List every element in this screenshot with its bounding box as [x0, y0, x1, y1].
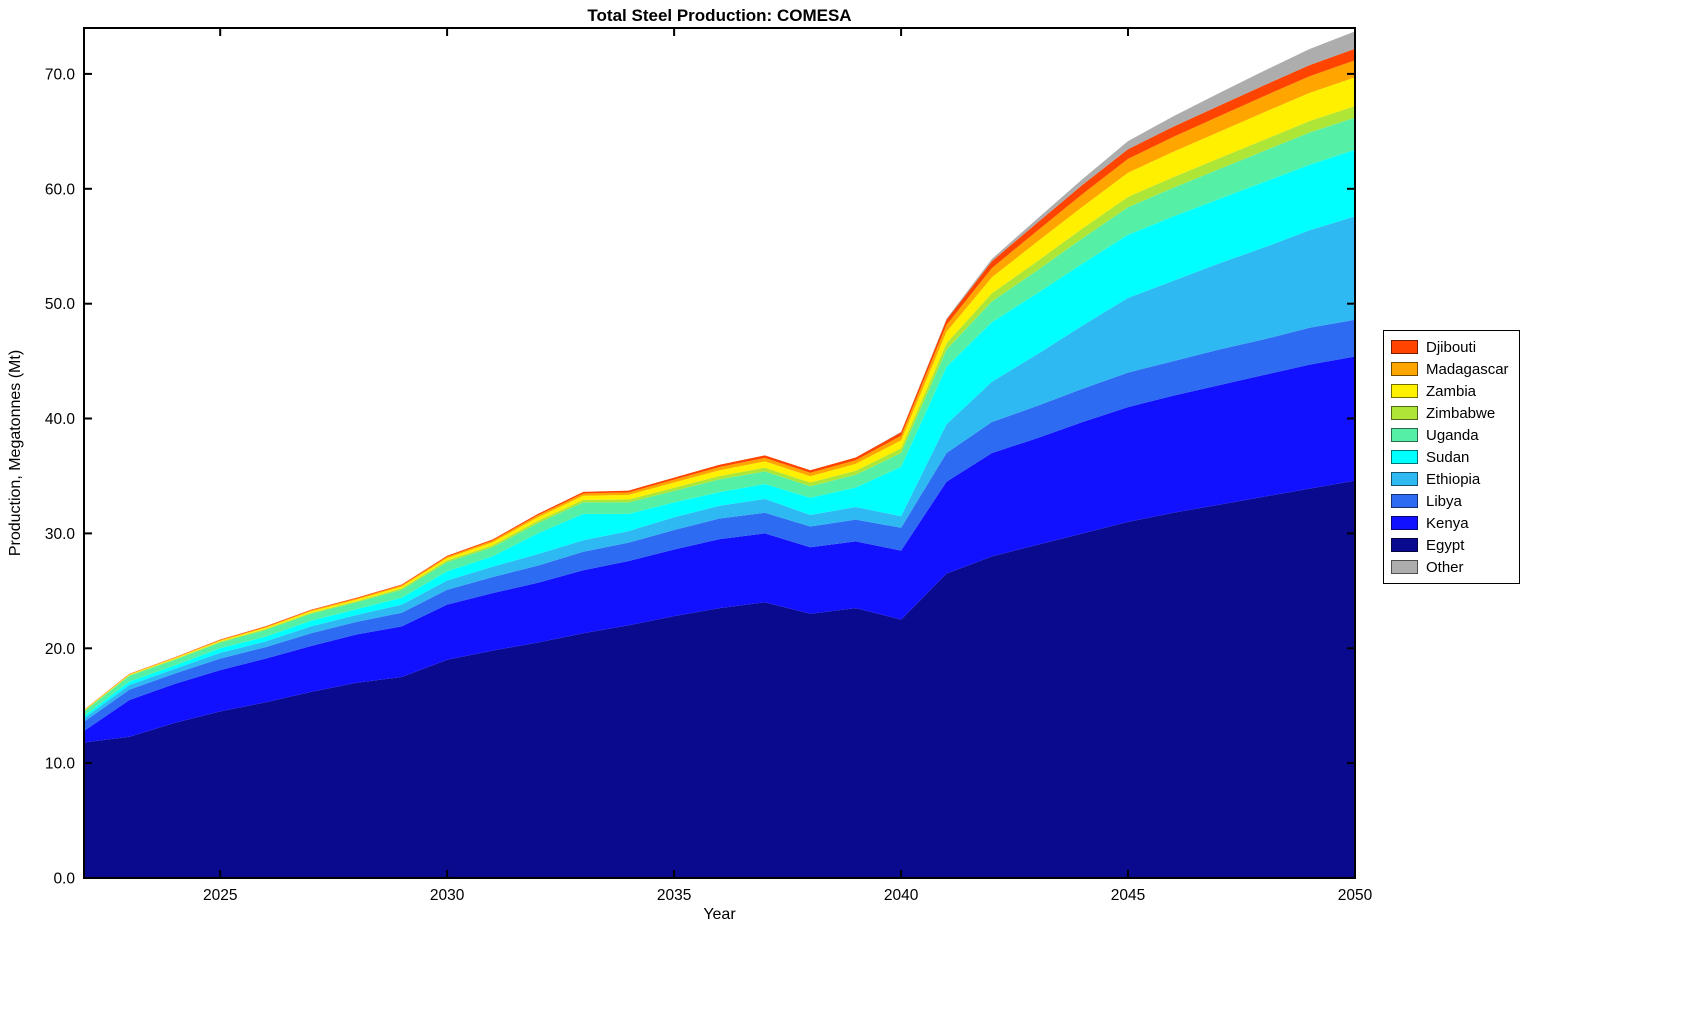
- legend-item-zimbabwe: Zimbabwe: [1391, 402, 1509, 424]
- area-uganda: [84, 117, 1355, 717]
- area-sudan: [84, 149, 1355, 719]
- legend-item-djibouti: Djibouti: [1391, 336, 1509, 358]
- legend-item-kenya: Kenya: [1391, 512, 1509, 534]
- legend-label: Sudan: [1426, 448, 1470, 466]
- x-tick-label: 2035: [657, 887, 691, 904]
- area-madagascar: [84, 60, 1355, 711]
- y-tick-label: 0.0: [53, 871, 75, 888]
- legend-label: Other: [1426, 558, 1464, 576]
- legend-item-ethiopia: Ethiopia: [1391, 468, 1509, 490]
- area-kenya: [84, 356, 1355, 743]
- y-tick-label: 30.0: [45, 526, 76, 543]
- legend-swatch: [1391, 472, 1418, 486]
- area-ethiopia: [84, 216, 1355, 722]
- legend-label: Egypt: [1426, 536, 1465, 554]
- legend-item-other: Other: [1391, 556, 1509, 578]
- legend-label: Libya: [1426, 492, 1462, 510]
- legend-label: Djibouti: [1426, 338, 1477, 356]
- x-tick-label: 2025: [203, 887, 237, 904]
- legend-item-madagascar: Madagascar: [1391, 358, 1509, 380]
- legend-swatch: [1391, 384, 1418, 398]
- legend-swatch: [1391, 406, 1418, 420]
- legend-swatch: [1391, 428, 1418, 442]
- legend-label: Ethiopia: [1426, 470, 1481, 488]
- legend-swatch: [1391, 450, 1418, 464]
- legend-swatch: [1391, 362, 1418, 376]
- y-tick-label: 50.0: [45, 296, 76, 313]
- legend-swatch: [1391, 516, 1418, 530]
- area-egypt: [84, 480, 1355, 878]
- legend-swatch: [1391, 340, 1418, 354]
- chart-title: Total Steel Production: COMESA: [587, 6, 852, 25]
- legend-item-uganda: Uganda: [1391, 424, 1509, 446]
- x-tick-label: 2040: [884, 887, 919, 904]
- legend-label: Zimbabwe: [1426, 404, 1496, 422]
- y-tick-label: 40.0: [45, 411, 76, 428]
- x-tick-label: 2050: [1338, 887, 1373, 904]
- legend-label: Zambia: [1426, 382, 1477, 400]
- legend-label: Madagascar: [1426, 360, 1509, 378]
- legend-item-sudan: Sudan: [1391, 446, 1509, 468]
- legend-label: Uganda: [1426, 426, 1479, 444]
- x-tick-label: 2045: [1111, 887, 1145, 904]
- y-tick-label: 20.0: [45, 641, 76, 658]
- legend-swatch: [1391, 560, 1418, 574]
- x-axis-label: Year: [703, 906, 736, 923]
- y-tick-label: 70.0: [45, 66, 76, 83]
- legend: Djibouti Madagascar Zambia Zimbabwe Uganda Su…: [1383, 330, 1520, 584]
- y-tick-label: 10.0: [45, 756, 76, 773]
- legend-item-libya: Libya: [1391, 490, 1509, 512]
- area-other: [84, 31, 1355, 710]
- legend-item-egypt: Egypt: [1391, 534, 1509, 556]
- area-zambia: [84, 77, 1355, 711]
- x-tick-label: 2030: [430, 887, 465, 904]
- axes-box: [83, 27, 1356, 879]
- legend-label: Kenya: [1426, 514, 1469, 532]
- legend-swatch: [1391, 494, 1418, 508]
- legend-item-zambia: Zambia: [1391, 380, 1509, 402]
- legend-swatch: [1391, 538, 1418, 552]
- area-libya: [84, 319, 1355, 731]
- y-tick-label: 60.0: [45, 181, 76, 198]
